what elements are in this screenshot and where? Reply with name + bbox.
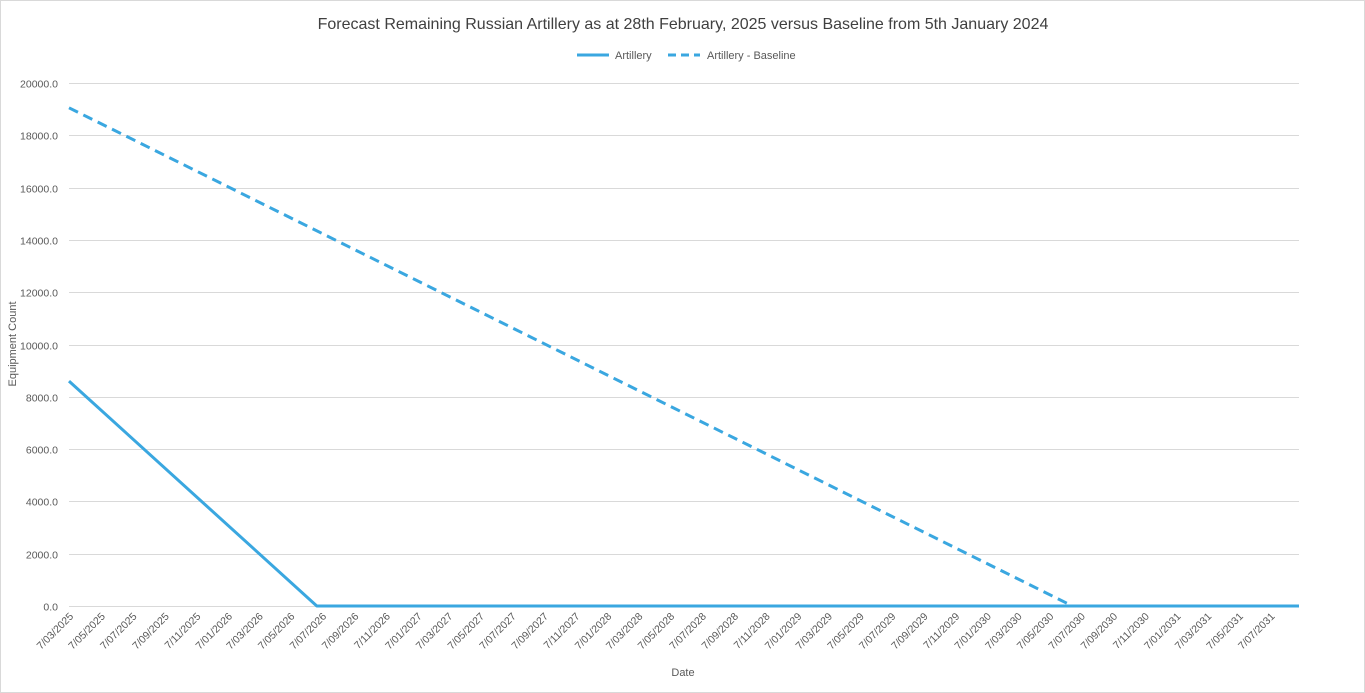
series-lines xyxy=(67,106,1299,608)
y-axis-tick-labels: 0.0 2000.0 4000.0 6000.0 8000.0 10000.0 12000.… xyxy=(20,79,58,614)
x-axis-title: Date xyxy=(671,667,694,679)
y-tick-label: 6000.0 xyxy=(26,445,58,457)
y-axis-title: Equipment Count xyxy=(7,302,19,387)
y-tick-label: 4000.0 xyxy=(26,497,58,509)
gridlines xyxy=(69,83,1299,607)
series-line-artillery xyxy=(67,379,1299,608)
legend: Artillery Artillery - Baseline xyxy=(577,50,796,62)
series-line-artillery-baseline xyxy=(68,106,1299,608)
y-tick-label: 12000.0 xyxy=(20,288,58,300)
y-tick-label: 8000.0 xyxy=(26,393,58,405)
legend-label-artillery: Artillery xyxy=(615,50,652,62)
y-tick-label: 2000.0 xyxy=(26,550,58,562)
y-tick-label: 0.0 xyxy=(43,602,58,614)
y-tick-label: 18000.0 xyxy=(20,131,58,143)
chart-title: Forecast Remaining Russian Artillery as … xyxy=(318,16,1049,33)
x-axis-tick-labels: 7/03/20257/05/20257/07/20257/09/20257/11… xyxy=(35,611,1278,653)
y-tick-label: 20000.0 xyxy=(20,79,58,91)
y-tick-label: 16000.0 xyxy=(20,184,58,196)
y-tick-label: 14000.0 xyxy=(20,236,58,248)
y-tick-label: 10000.0 xyxy=(20,341,58,353)
legend-label-artillery-baseline: Artillery - Baseline xyxy=(707,50,796,62)
